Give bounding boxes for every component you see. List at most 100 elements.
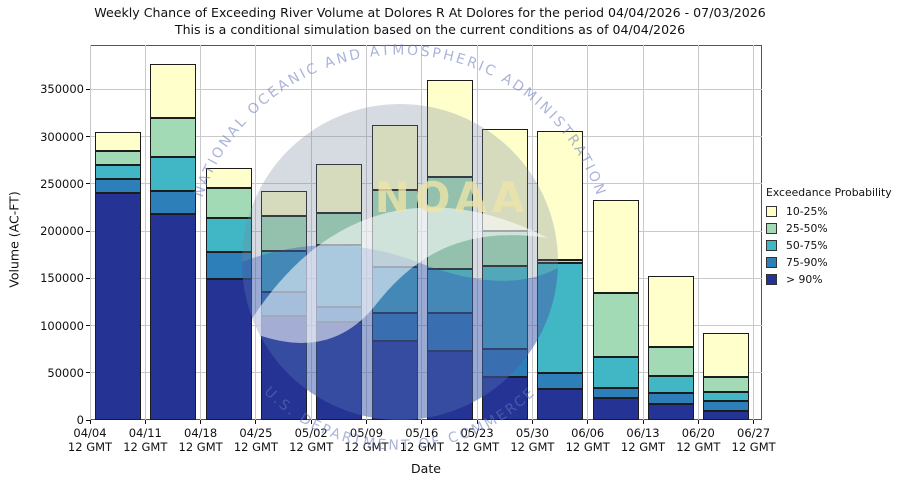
bar-segment	[482, 231, 529, 267]
bar-segment	[371, 266, 418, 314]
x-tick-mark	[255, 420, 257, 424]
bar-segment	[150, 191, 197, 215]
bar-segment	[648, 392, 694, 404]
bar-segment	[316, 306, 363, 322]
y-tick-mark	[86, 230, 90, 232]
x-tick-mark	[587, 420, 589, 424]
y-axis-label: Volume (AC-FT)	[6, 191, 22, 288]
legend: Exceedance Probability 10-25% 25-50% 50-75…	[766, 186, 916, 290]
bar-segment	[371, 313, 418, 341]
bar-segment	[703, 376, 750, 392]
x-tick-label: 06/13 12 GMT	[613, 426, 673, 454]
gridline	[642, 45, 644, 420]
x-tick-label-time: 12 GMT	[676, 440, 721, 454]
bar-segment	[482, 376, 529, 420]
bar-segment	[426, 79, 473, 178]
legend-swatch	[766, 256, 777, 268]
bar-segment	[592, 398, 639, 420]
gridline	[421, 45, 423, 420]
bar-segment	[316, 245, 363, 307]
bar-segment	[260, 316, 307, 420]
bar-segment	[648, 375, 694, 393]
x-tick-label-time: 12 GMT	[455, 440, 500, 454]
bar-segment	[648, 403, 694, 420]
y-tick-mark	[86, 419, 90, 421]
bar-segment	[260, 291, 307, 317]
gridline	[476, 45, 478, 420]
x-tick-label: 05/02 12 GMT	[281, 426, 341, 454]
bar-segment	[648, 347, 694, 376]
legend-swatch	[766, 205, 777, 217]
x-tick-label: 05/09 12 GMT	[337, 426, 397, 454]
bar-segment	[703, 391, 750, 402]
x-tick-mark	[200, 420, 202, 424]
bar-segment	[95, 179, 141, 194]
x-tick-mark	[476, 420, 478, 424]
bar-segment	[260, 215, 307, 251]
y-tick-mark	[86, 277, 90, 279]
bar-segment	[205, 187, 252, 218]
bar-segment	[260, 250, 307, 292]
x-tick-label-time: 12 GMT	[399, 440, 444, 454]
y-tick-mark	[86, 183, 90, 185]
legend-item: 10-25%	[766, 205, 916, 218]
bar-segment	[260, 191, 307, 216]
y-tick-mark	[86, 88, 90, 90]
bar-segment	[426, 268, 473, 314]
x-axis-label: Date	[411, 461, 441, 476]
x-tick-label: 06/06 12 GMT	[558, 426, 618, 454]
x-tick-mark	[421, 420, 423, 424]
legend-title: Exceedance Probability	[766, 186, 892, 199]
bar-segment	[592, 387, 639, 399]
x-tick-label-time: 12 GMT	[620, 440, 666, 454]
x-tick-mark	[697, 420, 699, 424]
legend-item: 25-50%	[766, 222, 916, 235]
bar-segment	[205, 279, 252, 420]
bar-segment	[537, 388, 584, 420]
y-tick-label: 200000	[40, 224, 84, 239]
x-tick-mark	[531, 420, 533, 424]
x-tick-label-time: 12 GMT	[510, 440, 555, 454]
legend-swatch	[766, 222, 777, 234]
bar-segment	[426, 351, 473, 420]
legend-label: 75-90%	[786, 255, 828, 269]
legend-item: 75-90%	[766, 255, 916, 269]
bar-segment	[482, 349, 529, 377]
y-tick-label: 150000	[40, 271, 84, 286]
gridline	[255, 45, 257, 420]
bar-segment	[95, 164, 141, 180]
y-tick-label: 100000	[40, 318, 84, 333]
x-tick-label: 06/27 12 GMT	[724, 426, 784, 454]
bar-segment	[205, 167, 252, 188]
x-tick-mark	[310, 420, 312, 424]
x-tick-label-time: 12 GMT	[233, 440, 278, 454]
bar-segment	[703, 411, 750, 420]
bar-segment	[95, 193, 141, 420]
gridline	[753, 45, 755, 420]
bar-segment	[371, 125, 418, 191]
gridline	[90, 372, 762, 374]
bar-segment	[537, 263, 584, 373]
bar-segment	[703, 401, 750, 412]
x-tick-mark	[89, 420, 91, 424]
x-tick-label: 05/16 12 GMT	[392, 426, 452, 454]
gridline	[144, 45, 146, 420]
bar-segment	[648, 276, 694, 348]
x-tick-label-time: 12 GMT	[565, 440, 610, 454]
x-tick-label-time: 12 GMT	[178, 440, 223, 454]
bar-segment	[426, 313, 473, 352]
gridline	[90, 136, 762, 138]
x-tick-mark	[642, 420, 644, 424]
x-tick-label: 05/23 12 GMT	[447, 426, 507, 454]
chart-title: Weekly Chance of Exceeding River Volume …	[94, 5, 766, 20]
bar-segment	[316, 164, 363, 214]
y-tick-mark	[86, 325, 90, 327]
y-tick-label: 350000	[40, 82, 84, 97]
x-tick-mark	[366, 420, 367, 424]
y-tick-mark	[86, 372, 90, 374]
legend-label: 50-75%	[786, 238, 828, 252]
bar-segment	[150, 63, 197, 118]
gridline	[310, 45, 312, 420]
gridline	[587, 45, 589, 420]
